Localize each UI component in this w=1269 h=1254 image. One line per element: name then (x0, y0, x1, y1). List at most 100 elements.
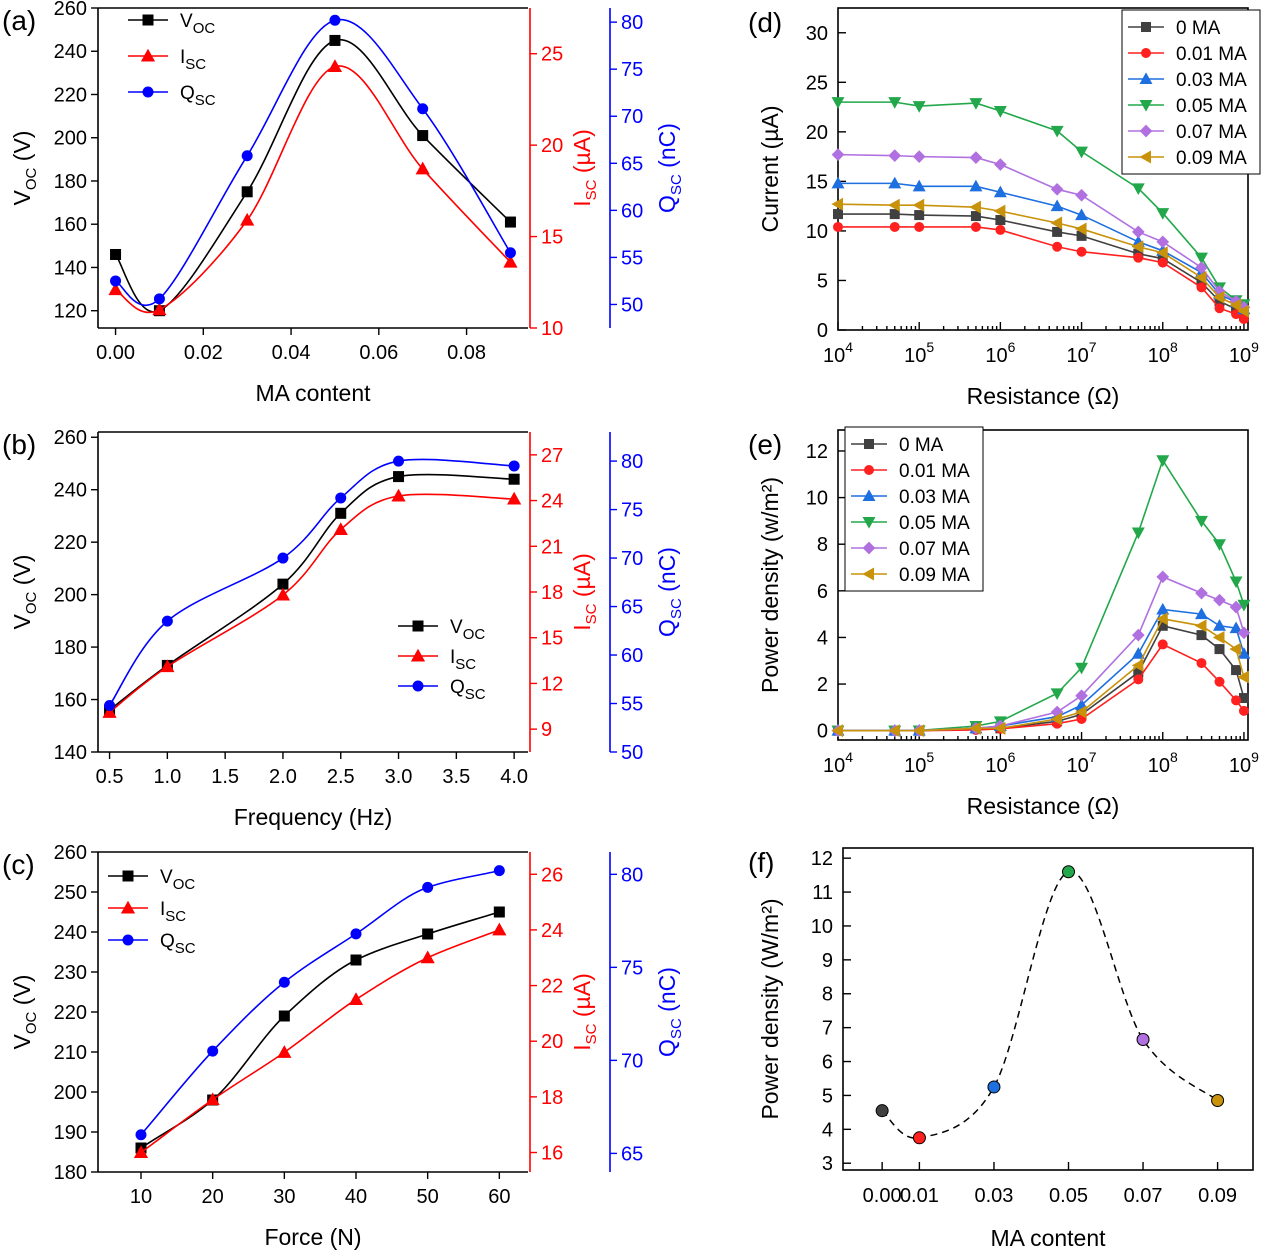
x-tick-label: 0.00 (96, 342, 135, 364)
data-point-qsc (329, 14, 341, 26)
y-tick-label: 160 (54, 214, 87, 236)
legend-label: ISC (160, 899, 186, 925)
legend-marker (1139, 150, 1151, 164)
x-tick-label: 10 (130, 1186, 152, 1208)
isc-tick-label: 18 (541, 582, 563, 604)
legend-marker (1141, 48, 1151, 58)
data-point-0-05-ma (1195, 515, 1208, 528)
data-point-0-07-ma (994, 158, 1007, 171)
legend-marker (412, 620, 424, 632)
y-tick-label: 30 (806, 23, 828, 45)
qsc-tick-label: 75 (621, 59, 643, 81)
data-point-qsc (278, 976, 290, 988)
data-point-0-07-ma (1229, 600, 1243, 614)
data-point-isc (205, 1092, 220, 1106)
data-point-0-05-ma (1075, 146, 1089, 159)
x-tick-label: 3.5 (442, 766, 470, 788)
data-point-0-09-ma (969, 200, 981, 214)
qsc-tick-label: 70 (621, 106, 643, 128)
data-point-voc (417, 130, 429, 142)
y-tick-label: 9 (822, 950, 833, 972)
data-point-0-05-ma (831, 97, 845, 109)
legend-label: 0.09 MA (1176, 148, 1247, 169)
y-axis-title: Current (µA) (757, 106, 783, 233)
y-tick-label: 25 (806, 72, 828, 94)
data-point-0-07-ma (1195, 261, 1208, 274)
legend-label: QSC (450, 677, 486, 703)
data-point-0-07-ma (1050, 182, 1064, 196)
data-point-0-ma (1231, 665, 1242, 676)
data-point-0-07-ma (1237, 626, 1251, 640)
isc-tick-label: 22 (541, 976, 563, 998)
data-point-qsc (135, 1129, 147, 1141)
legend-label: 0.01 MA (899, 461, 970, 482)
y-tick-label: 7 (822, 1018, 833, 1040)
data-point (987, 1080, 1001, 1094)
isc-tick-label: 21 (541, 536, 563, 558)
data-point-0-07-ma (888, 149, 902, 162)
y-tick-label: 200 (54, 1082, 87, 1104)
data-point-0-01-ma (970, 221, 981, 232)
qsc-tick-label: 50 (621, 294, 643, 316)
data-point-0-05-ma (1131, 527, 1145, 540)
legend-marker (410, 648, 426, 662)
x-tick-label: 0.01 (900, 1185, 939, 1207)
data-point-0-01-ma (1052, 241, 1063, 252)
data-point-0-01-ma (1231, 695, 1242, 706)
data-point-0-03-ma (1131, 647, 1145, 659)
data-point-0-05-ma (1237, 599, 1251, 612)
data-point-voc (329, 34, 341, 46)
data-point-qsc (504, 247, 516, 259)
x-tick-label: 0.02 (184, 342, 223, 364)
y-tick-label: 6 (822, 1052, 833, 1074)
data-point-0-07-ma (1195, 586, 1208, 600)
data-point-0-01-ma (833, 221, 843, 232)
qsc-tick-label: 70 (621, 548, 643, 570)
legend-marker (1139, 100, 1153, 112)
legend-marker (864, 439, 874, 449)
x-tick-label: 20 (202, 1186, 224, 1208)
data-point-0-05-ma (1195, 252, 1208, 265)
series-line-0-09-ma (838, 617, 1245, 732)
data-point-0-05-ma (1156, 455, 1170, 467)
data-point-isc (415, 161, 430, 175)
x-tick-label: 109 (1229, 339, 1259, 367)
data-point-0-09-ma (993, 204, 1006, 218)
data-point-voc (277, 578, 289, 590)
data-point (875, 1104, 889, 1118)
y-tick-label: 10 (806, 488, 828, 510)
x-tick-label: 1.5 (211, 766, 239, 788)
data-point-qsc (104, 699, 116, 711)
chart-panel-f: 0.000.01 0.03 0.05 0.07 0.09 MA content 3 4 5 6 7 8… (748, 847, 1254, 1251)
data-point-0-05-ma (1075, 662, 1089, 675)
data-point-0-07-ma (1156, 235, 1170, 249)
data-point-isc (152, 302, 167, 316)
data-point-0-05-ma (1050, 688, 1064, 701)
legend-label: 0.07 MA (1176, 122, 1247, 143)
data-point-voc (422, 928, 434, 940)
data-point-qsc (241, 150, 253, 162)
series-line-0-07-ma (837, 153, 1245, 308)
data-point-0-03-ma (1213, 619, 1226, 631)
data-point-0-05-ma (993, 106, 1007, 118)
legend-marker (862, 489, 876, 501)
data-point-0-09-ma (1194, 619, 1207, 633)
y-axis-title-qsc: QSC (nC) (654, 967, 685, 1057)
legend-marker (122, 870, 134, 882)
y-tick-label: 260 (54, 842, 87, 864)
isc-tick-label: 18 (541, 1087, 563, 1109)
data-point-voc (335, 507, 347, 519)
data-point-voc (110, 248, 122, 260)
data-point-0-ma (914, 210, 925, 221)
y-axis-title: Power density (W/m²) (757, 898, 783, 1119)
qsc-tick-label: 75 (621, 957, 643, 979)
qsc-tick-label: 65 (621, 153, 643, 175)
series-line-0-09-ma (837, 203, 1245, 312)
x-tick-label: 104 (823, 339, 853, 367)
legend-marker (862, 541, 876, 555)
data-point-0-03-ma (912, 179, 926, 192)
chart-panel-c: 10 20 30 40 50 60 Force (N) 180 190 200 210 220 230 2… (2, 842, 685, 1250)
y-tick-label: 0 (817, 721, 828, 743)
qsc-tick-label: 65 (621, 597, 643, 619)
data-point-0-09-ma (1156, 246, 1168, 260)
